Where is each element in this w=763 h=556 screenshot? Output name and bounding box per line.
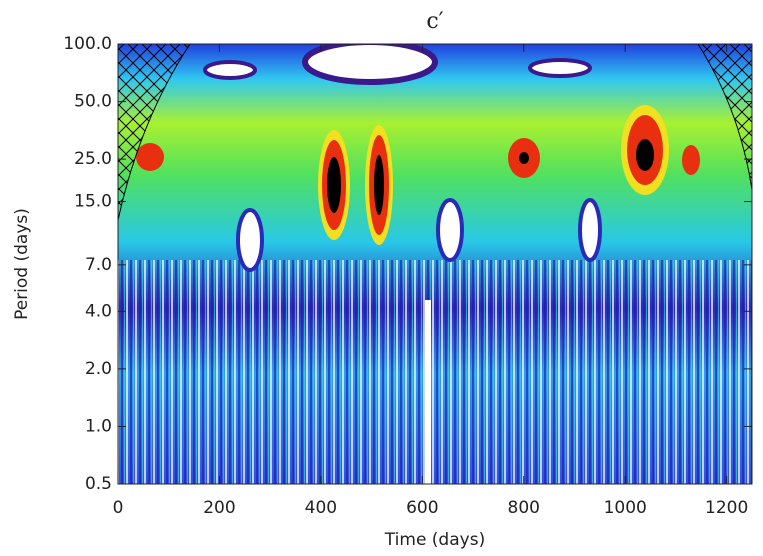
y-tick-label: 1.0 bbox=[85, 416, 112, 436]
x-tick-label: 800 bbox=[508, 498, 540, 518]
x-tick-label: 600 bbox=[406, 498, 438, 518]
plot-frame bbox=[117, 43, 753, 485]
chart-title: c′ bbox=[426, 9, 443, 34]
x-tick-label: 400 bbox=[305, 498, 337, 518]
x-tick-label: 1200 bbox=[705, 498, 748, 518]
y-tick-label: 0.5 bbox=[85, 474, 112, 494]
y-tick-label: 2.0 bbox=[85, 359, 112, 379]
y-tick-label: 7.0 bbox=[85, 255, 112, 275]
y-tick-label: 25.0 bbox=[74, 149, 112, 169]
y-tick-label: 50.0 bbox=[74, 92, 112, 112]
y-tick-label: 100.0 bbox=[63, 34, 112, 54]
y-axis-label: Period (days) bbox=[12, 208, 32, 320]
x-axis-label: Time (days) bbox=[384, 530, 485, 550]
y-tick-label: 4.0 bbox=[85, 301, 112, 321]
x-tick-label: 0 bbox=[113, 498, 124, 518]
y-tick-label: 15.0 bbox=[74, 192, 112, 212]
x-tick-label: 200 bbox=[203, 498, 235, 518]
x-tick-label: 1000 bbox=[604, 498, 647, 518]
wavelet-field bbox=[118, 44, 752, 484]
